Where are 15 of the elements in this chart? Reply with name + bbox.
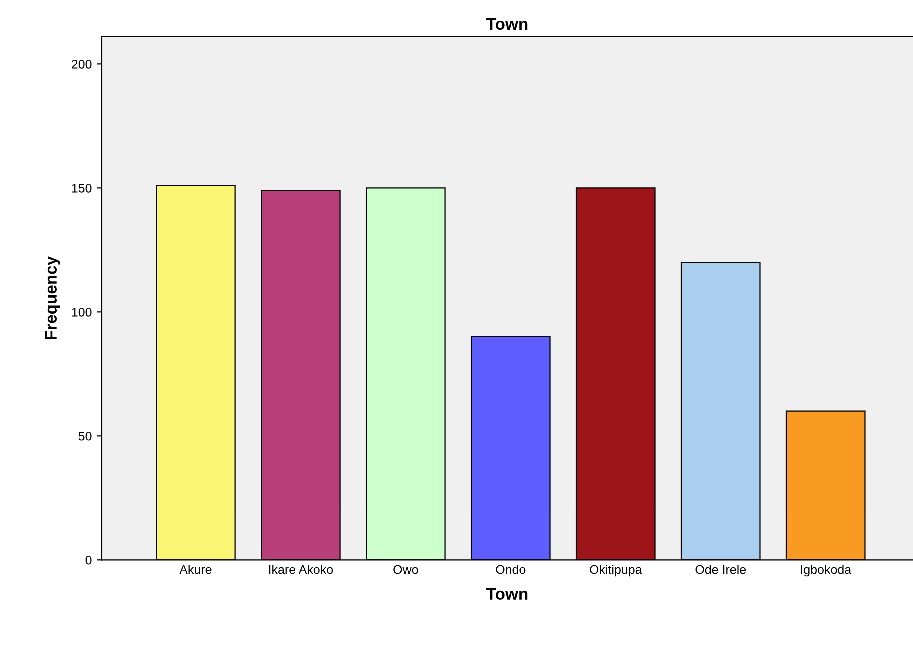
chart-title: Town — [486, 18, 528, 30]
y-tick-label: 0 — [86, 556, 92, 565]
x-tick-label: Owo — [394, 565, 418, 574]
x-axis-title: Town — [486, 588, 528, 600]
x-tick-label: Ode Irele — [696, 565, 746, 574]
x-tick-label: Ondo — [496, 565, 526, 574]
x-tick-label: Igbokoda — [801, 565, 852, 577]
y-tick-label: 200 — [72, 60, 92, 69]
y-tick-label: 50 — [78, 432, 92, 441]
x-tick-label: Akure — [180, 565, 212, 574]
x-tick-label: Okitipupa — [590, 565, 642, 577]
y-axis-title: Frequency — [45, 256, 60, 340]
y-tick-label: 150 — [72, 184, 92, 193]
y-tick-label: 100 — [72, 308, 92, 317]
x-tick-label: Ikare Akoko — [269, 565, 334, 574]
